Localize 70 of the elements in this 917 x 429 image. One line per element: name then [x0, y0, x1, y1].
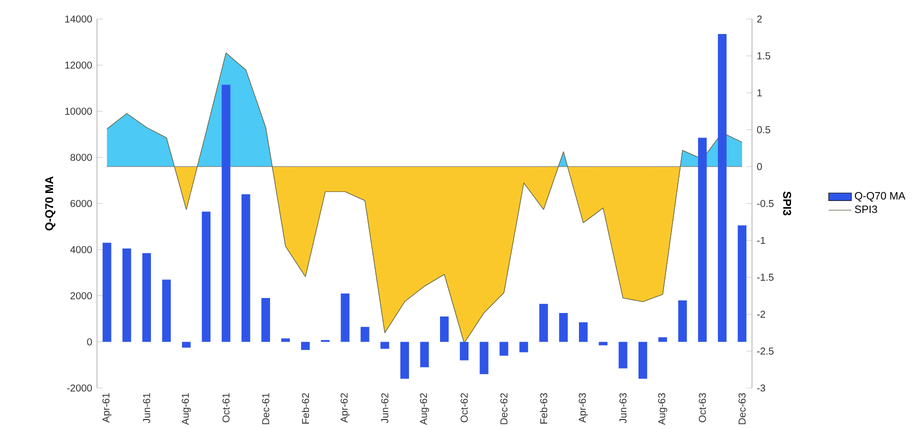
- y2-tick-label: -1: [757, 236, 766, 244]
- bar: [301, 342, 310, 350]
- x-tick-label: Oct-63: [698, 393, 706, 422]
- y-tick-label: 6000: [70, 200, 92, 208]
- bar: [360, 326, 370, 342]
- bar: [658, 337, 668, 342]
- y2-tick-label: 2: [757, 16, 762, 22]
- y2-tick-label: 1.5: [757, 52, 770, 60]
- bar: [440, 316, 449, 342]
- bar: [678, 300, 687, 342]
- bar: [182, 342, 191, 348]
- bar: [400, 342, 409, 379]
- bar: [738, 225, 746, 342]
- y-tick-label: 14000: [65, 15, 92, 23]
- bar: [480, 342, 488, 374]
- bar: [202, 212, 210, 342]
- y2-tick-label: -2.5: [757, 348, 774, 355]
- y-tick-label: 2000: [70, 292, 92, 300]
- bar: [460, 342, 469, 360]
- x-tick-label: Oct-61: [222, 393, 230, 422]
- x-tick-label: Apr-63: [578, 393, 588, 423]
- bar: [618, 342, 628, 368]
- bar: [420, 342, 429, 368]
- y-tick-label: 10000: [65, 108, 92, 115]
- bar: [559, 313, 568, 342]
- x-tick-label: Dec-62: [500, 393, 508, 424]
- bar: [122, 248, 132, 342]
- bar: [500, 342, 508, 356]
- x-tick-label: Aug-61: [182, 393, 191, 425]
- x-tick-label: Oct-62: [460, 393, 468, 422]
- y-axis-title: Q-Q70 MA: [45, 176, 56, 230]
- x-tick-label: Apr-61: [102, 393, 112, 423]
- y2-tick-label: 0: [757, 163, 762, 170]
- bar: [539, 304, 548, 342]
- y-tick-label: 12000: [65, 62, 92, 69]
- x-tick-label: Apr-62: [340, 393, 350, 423]
- y-tick-label: 4000: [70, 246, 92, 254]
- y2-axis-title: SPI3: [783, 192, 792, 216]
- x-tick-label: Feb-63: [540, 393, 548, 424]
- bar: [340, 293, 350, 342]
- bar: [578, 322, 588, 342]
- y-tick-label: 0: [87, 338, 92, 346]
- bar: [380, 342, 390, 349]
- bar: [142, 253, 151, 342]
- bar: [638, 342, 648, 379]
- x-tick-label: Feb-62: [302, 393, 310, 424]
- y2-tick-label: 1: [757, 89, 762, 96]
- bar: [519, 342, 528, 352]
- x-tick-label: Jun-62: [381, 393, 388, 424]
- legend-label: Q-Q70 MA: [854, 192, 906, 202]
- y-tick-label: -2000: [67, 384, 92, 392]
- bar: [261, 298, 270, 342]
- y2-tick-label: -2: [757, 310, 766, 318]
- y2-tick-label: -0.5: [757, 200, 774, 208]
- x-tick-label: Aug-62: [420, 393, 430, 425]
- x-tick-label: Jun-63: [619, 393, 627, 424]
- y-tick-label: 8000: [70, 154, 92, 161]
- bar: [281, 338, 290, 342]
- x-tick-label: Dec-61: [262, 393, 270, 424]
- y2-tick-label: -1.5: [757, 274, 774, 281]
- bar: [598, 342, 608, 346]
- x-tick-label: Dec-63: [738, 393, 746, 424]
- x-tick-label: Aug-63: [658, 393, 668, 425]
- legend-label: SPI3: [854, 206, 878, 214]
- y2-tick-label: -3: [757, 384, 766, 392]
- y2-tick-label: 0.5: [757, 126, 770, 134]
- x-tick-label: Jun-61: [143, 393, 150, 424]
- bar: [102, 242, 112, 342]
- bar: [162, 280, 171, 342]
- bar: [242, 194, 250, 342]
